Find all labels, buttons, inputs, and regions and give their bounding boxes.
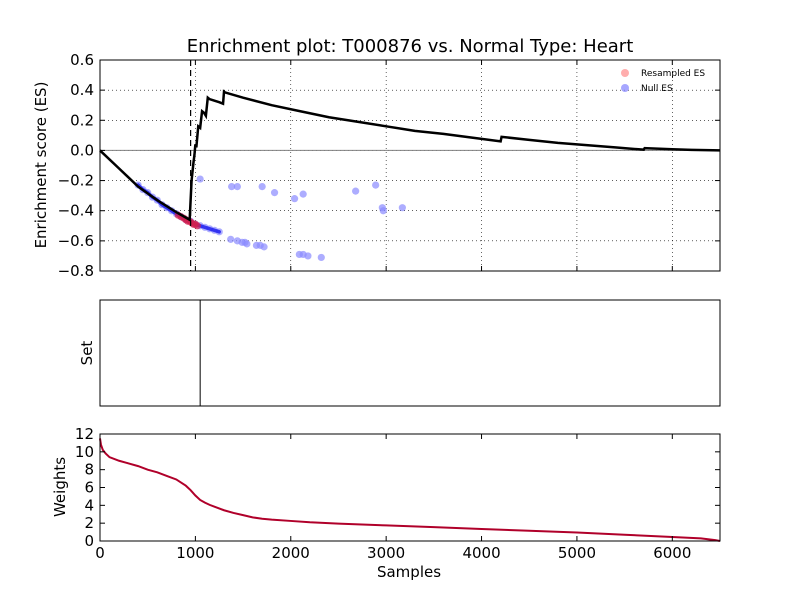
weights-x-tick-label: 0 [95, 544, 105, 562]
set-y-axis-label: Set [78, 341, 96, 366]
es-curve [99, 89, 721, 222]
weights-y-tick-label: 4 [84, 496, 94, 514]
legend-null-marker [621, 84, 629, 92]
legend-resampled-label: Resampled ES [641, 69, 705, 79]
null-es-point [228, 183, 236, 191]
es-ticks: −0.8 −0.6 −0.4 −0.2 0.0 0.2 0.4 0.6 [58, 51, 720, 280]
null-es-point [398, 204, 406, 212]
es-plot-frame [99, 59, 721, 272]
es-y-tick-label: −0.2 [58, 172, 94, 190]
legend-null-label: Null ES [641, 84, 673, 94]
chart-title: Enrichment plot: T000876 vs. Normal Type… [187, 36, 634, 57]
set-plot-frame [99, 299, 721, 407]
null-es-point [270, 189, 279, 197]
es-y-tick-label: 0.0 [70, 141, 94, 159]
weights-x-tick-label: 4000 [462, 544, 500, 562]
null-es-point [299, 190, 307, 198]
weights-x-tick-label: 1000 [176, 544, 214, 562]
null-es-point [352, 187, 360, 195]
weights-x-tick-label: 2000 [272, 544, 310, 562]
legend: Resampled ES Null ES [621, 69, 705, 94]
es-y-tick-label: −0.4 [58, 202, 94, 220]
weights-y-tick-label: 0 [84, 532, 94, 550]
weights-plot-frame [99, 433, 721, 542]
resampled-es-point [193, 222, 201, 230]
es-y-tick-label: −0.6 [58, 232, 94, 250]
weights-curve [99, 438, 721, 542]
weights-y-axis-label: Weights [51, 457, 69, 517]
weights-y-tick-label: 8 [84, 461, 94, 479]
weights-x-tick-label: 3000 [367, 544, 405, 562]
weights-y-tick-label: 2 [84, 514, 94, 532]
es-y-tick-label: −0.8 [58, 262, 94, 280]
null-es-point [379, 207, 387, 215]
weights-x-tick-label: 6000 [653, 544, 691, 562]
null-es-point [233, 183, 241, 191]
es-y-axis-label: Enrichment score (ES) [32, 82, 50, 249]
null-es-point [243, 240, 251, 248]
weights-y-tick-label: 6 [84, 479, 94, 497]
null-es-point [372, 181, 380, 189]
weights-x-tick-label: 5000 [558, 544, 596, 562]
null-es-point [196, 175, 204, 183]
es-y-tick-label: 0.2 [70, 111, 94, 129]
null-es-points [134, 175, 406, 262]
null-es-point [260, 243, 268, 251]
null-es-point [317, 253, 325, 262]
null-es-point [304, 252, 312, 260]
es-y-tick-label: 0.6 [70, 51, 94, 69]
weights-x-axis-label: Samples [377, 563, 441, 581]
weights-y-tick-label: 10 [75, 443, 94, 461]
es-y-tick-label: 0.4 [70, 81, 94, 99]
null-es-point [258, 183, 266, 191]
weights-y-tick-label: 12 [75, 425, 94, 443]
null-es-point [227, 235, 235, 243]
null-es-point [290, 195, 299, 203]
legend-resampled-marker [621, 69, 629, 77]
